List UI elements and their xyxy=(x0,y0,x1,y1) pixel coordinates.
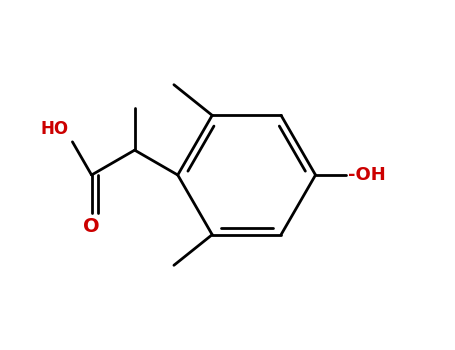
Text: HO: HO xyxy=(40,120,69,138)
Text: -OH: -OH xyxy=(348,166,386,184)
Text: O: O xyxy=(83,217,100,236)
